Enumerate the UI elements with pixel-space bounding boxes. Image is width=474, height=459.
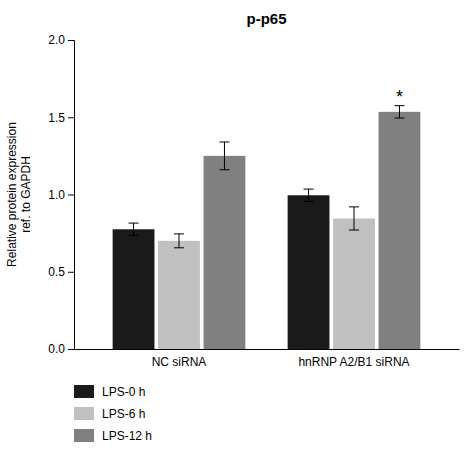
bar [158, 241, 200, 349]
bar [379, 112, 421, 349]
x-axis: NC siRNA hnRNP A2/B1 siRNA [75, 350, 460, 369]
bar [288, 195, 330, 349]
error-bar-line [179, 234, 180, 248]
chart: 0.0 0.5 1.0 1.5 2.0 NC siRNA hnRNP A2/B1 siRNA… [0, 0, 474, 459]
error-bar-line [133, 223, 134, 235]
y-tick-label: 1.5 [48, 111, 65, 125]
legend-label: LPS-6 h [102, 407, 145, 421]
y-tick-mark [68, 40, 74, 41]
error-bar-cap [394, 118, 404, 119]
y-tick-mark [68, 349, 74, 350]
legend-item: LPS-0 h [74, 385, 145, 399]
y-tick: 1.0 [48, 188, 74, 202]
y-tick-label: 0.0 [48, 342, 65, 356]
error-bar [129, 223, 139, 235]
bar-series [204, 106, 421, 349]
y-tick-label: 1.0 [48, 188, 65, 202]
error-bar-line [224, 142, 225, 170]
x-tick: NC siRNA [152, 355, 207, 369]
error-bar [394, 106, 404, 118]
error-bar-cap [129, 223, 139, 224]
error-bar-line [399, 106, 400, 118]
error-bar-cap [349, 230, 359, 231]
legend-swatch [74, 429, 94, 442]
plot-area: 0.0 0.5 1.0 1.5 2.0 NC siRNA hnRNP A2/B1 siRNA… [5, 33, 460, 443]
x-tick-label: NC siRNA [152, 355, 207, 369]
error-bar-cap [304, 201, 314, 202]
legend-label: LPS-0 h [102, 385, 145, 399]
legend-item: LPS-6 h [74, 407, 145, 421]
error-bar-line [308, 189, 309, 201]
bar [333, 218, 375, 349]
error-bar-cap [219, 141, 229, 142]
error-bar-cap [129, 235, 139, 236]
error-bar-cap [174, 247, 184, 248]
legend-swatch [74, 407, 94, 420]
y-tick: 0.0 [48, 342, 74, 356]
y-tick: 0.5 [48, 265, 74, 279]
y-axis-title: Relative protein expressionref. to GAPDH [5, 122, 33, 267]
x-tick-label: hnRNP A2/B1 siRNA [298, 355, 409, 369]
error-bar-cap [174, 233, 184, 234]
y-tick: 2.0 [48, 33, 74, 47]
x-tick: hnRNP A2/B1 siRNA [298, 355, 409, 369]
error-bar-cap [304, 189, 314, 190]
error-bar [304, 189, 314, 201]
y-tick-mark [68, 195, 74, 196]
legend-item: LPS-12 h [74, 429, 152, 443]
x-axis-line [75, 349, 460, 350]
error-bar [174, 234, 184, 248]
legend: LPS-0 h LPS-6 h LPS-12 h [74, 385, 152, 443]
bar [113, 229, 155, 349]
error-bar [219, 142, 229, 170]
bar-series [158, 207, 375, 349]
error-bar-cap [219, 169, 229, 170]
y-tick-label: 0.5 [48, 265, 65, 279]
legend-label: LPS-12 h [102, 429, 152, 443]
bar [204, 156, 246, 349]
y-axis: 0.0 0.5 1.0 1.5 2.0 [48, 33, 74, 356]
error-bar [349, 207, 359, 230]
significance-marker: * [396, 87, 403, 107]
title: p-p65 [246, 10, 286, 27]
error-bar-line [354, 207, 355, 230]
y-tick-label: 2.0 [48, 33, 65, 47]
y-tick-mark [68, 272, 74, 273]
y-tick-mark [68, 117, 74, 118]
y-tick: 1.5 [48, 111, 74, 125]
annotations: * [396, 87, 403, 107]
legend-swatch [74, 385, 94, 398]
y-axis-line [68, 41, 75, 350]
error-bar-cap [349, 206, 359, 207]
marks [113, 106, 421, 349]
